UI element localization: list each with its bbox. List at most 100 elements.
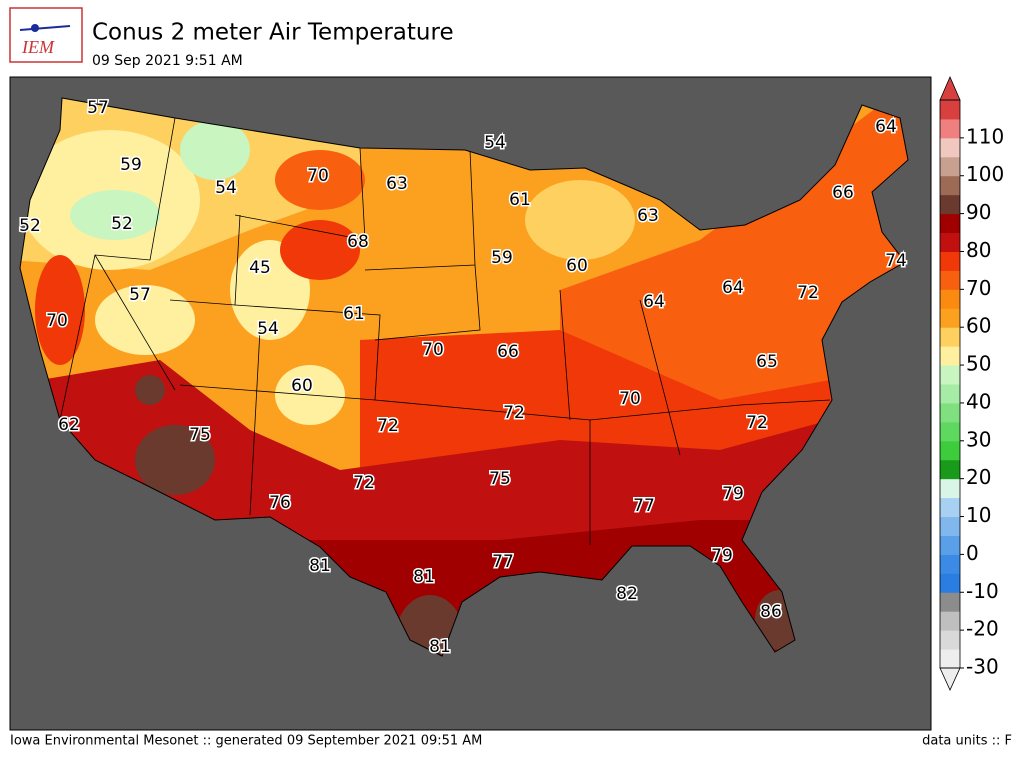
colorbar-band (940, 308, 960, 328)
station-label: 76 (269, 493, 291, 513)
station-label: 59 (120, 155, 142, 175)
colorbar-tick-label: 30 (966, 427, 991, 451)
colorbar-tick-label: 80 (966, 238, 991, 262)
station-label: 81 (309, 556, 331, 576)
station-label: 72 (353, 473, 375, 493)
colorbar-band (940, 630, 960, 650)
colorbar-band (940, 516, 960, 536)
colorbar-band (940, 554, 960, 574)
subtitle: 09 Sep 2021 9:51 AM (92, 53, 243, 69)
station-label: 81 (429, 637, 451, 657)
colorbar-band (940, 289, 960, 309)
station-label: 52 (19, 216, 41, 236)
colorbar-tick-label: -30 (966, 655, 999, 679)
station-label: 68 (347, 232, 369, 252)
colorbar-band (940, 232, 960, 252)
colorbar-tick-label: -20 (966, 617, 999, 641)
station-label: 64 (643, 292, 665, 312)
station-label: 70 (46, 311, 68, 331)
colorbar-band (940, 346, 960, 366)
station-label: 82 (616, 584, 638, 604)
station-label: 63 (637, 206, 659, 226)
colorbar-frame (939, 99, 961, 669)
colorbar-band (940, 175, 960, 196)
station-label: 66 (832, 183, 854, 203)
colorbar-tick-label: 50 (966, 352, 991, 376)
station-label: 66 (497, 342, 519, 362)
colorbar-band (940, 402, 960, 423)
colorbar-tick-label: 0 (966, 541, 979, 565)
station-label: 72 (797, 283, 819, 303)
colorbar-band (940, 137, 960, 158)
station-label: 54 (257, 319, 279, 339)
station-label: 70 (422, 340, 444, 360)
station-label: 77 (633, 496, 655, 516)
colorbar-tick-label: 100 (966, 162, 1004, 186)
footer-right: data units :: F (922, 734, 1012, 749)
state-lines (59, 117, 831, 545)
colorbar-tick-label: 70 (966, 276, 991, 300)
colorbar-tick-label: 10 (966, 503, 991, 527)
station-label: 72 (377, 416, 399, 436)
colorbar-band (940, 213, 960, 234)
colorbar-band (940, 384, 960, 404)
station-label: 61 (509, 190, 531, 210)
colorbar-tick-label: 110 (966, 124, 1004, 148)
station-label: 65 (756, 352, 778, 372)
station-label: 52 (111, 214, 133, 234)
station-label: 57 (87, 98, 109, 118)
colorbar-tick-label: 40 (966, 389, 991, 413)
station-label: 81 (413, 567, 435, 587)
station-label: 74 (885, 251, 907, 271)
colorbar-tick-label: 20 (966, 465, 991, 489)
station-label: 57 (129, 285, 151, 305)
station-label: 72 (746, 413, 768, 433)
colorbar-band (940, 421, 960, 442)
station-label: 59 (491, 248, 513, 268)
station-label: 54 (484, 133, 506, 153)
colorbar-tick-label: 60 (966, 314, 991, 338)
logo-text: IEM (21, 37, 55, 57)
colorbar-tick-label: 90 (966, 200, 991, 224)
colorbar-band (940, 440, 960, 461)
colorbar: -30 -20 -10 0 10 20 30 40 50 60 70 80 90 100 110 (939, 75, 1004, 691)
station-label: 61 (343, 304, 365, 324)
station-label: 70 (619, 389, 641, 409)
station-label: 77 (492, 552, 514, 572)
station-label: 79 (711, 546, 733, 566)
station-label: 79 (722, 484, 744, 504)
station-label: 72 (503, 403, 525, 423)
colorbar-band (940, 156, 960, 177)
colorbar-band (940, 497, 960, 518)
station-label: 75 (489, 469, 511, 489)
colorbar-top (939, 75, 961, 101)
station-label: 60 (566, 256, 588, 276)
colorbar-band (940, 649, 960, 669)
station-label: 54 (215, 178, 237, 198)
station-label: 64 (722, 278, 744, 298)
station-label: 64 (875, 117, 897, 137)
colorbar-band (940, 100, 960, 120)
station-label: 60 (291, 376, 313, 396)
colorbar-bottom (939, 667, 961, 691)
colorbar-tick-label: -10 (966, 579, 999, 603)
colorbar-band (940, 118, 960, 139)
colorbar-band (940, 327, 960, 347)
station-label: 63 (386, 174, 408, 194)
station-label: 45 (249, 258, 271, 278)
station-labels: 57 54 64 59 70 63 66 54 61 63 52 52 68 45 59 60 74 57 64 72… (18, 97, 909, 659)
colorbar-band (940, 573, 960, 593)
station-label: 75 (189, 425, 211, 445)
map-frame (9, 76, 932, 731)
colorbar-band (940, 270, 960, 290)
colorbar-band (940, 611, 960, 631)
colorbar-band (940, 535, 960, 555)
title: Conus 2 meter Air Temperature (92, 20, 454, 46)
colorbar-band (940, 478, 960, 499)
station-label: 62 (58, 415, 80, 435)
colorbar-band (940, 592, 960, 612)
station-label: 70 (307, 166, 329, 186)
colorbar-band (940, 365, 960, 385)
station-label: 86 (760, 602, 782, 622)
